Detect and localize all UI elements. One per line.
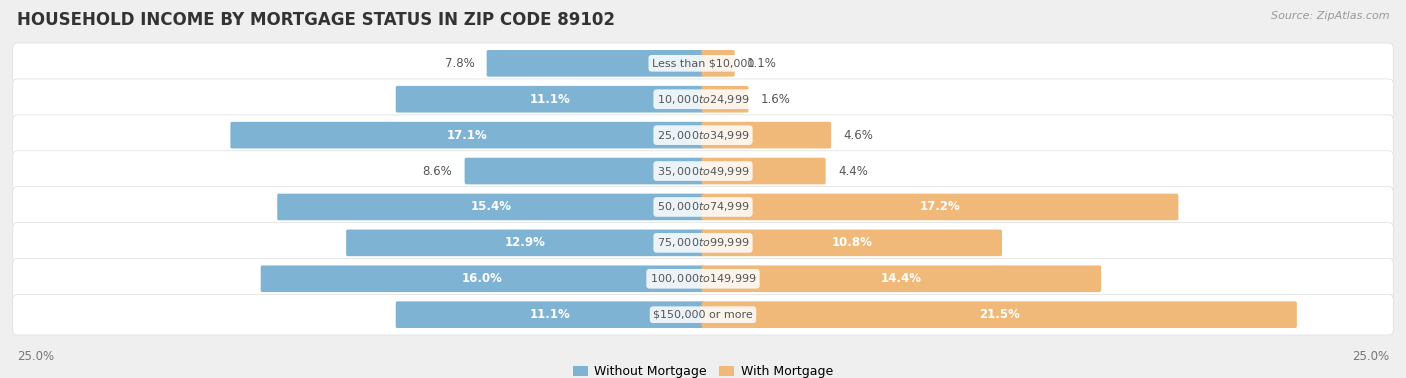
Text: $150,000 or more: $150,000 or more <box>654 310 752 320</box>
FancyBboxPatch shape <box>702 194 1178 220</box>
Text: $10,000 to $24,999: $10,000 to $24,999 <box>657 93 749 106</box>
FancyBboxPatch shape <box>346 229 704 256</box>
Legend: Without Mortgage, With Mortgage: Without Mortgage, With Mortgage <box>574 365 832 378</box>
FancyBboxPatch shape <box>395 301 704 328</box>
FancyBboxPatch shape <box>13 187 1393 227</box>
FancyBboxPatch shape <box>13 43 1393 84</box>
FancyBboxPatch shape <box>395 86 704 113</box>
Text: 17.1%: 17.1% <box>447 129 488 142</box>
FancyBboxPatch shape <box>702 229 1002 256</box>
Text: 12.9%: 12.9% <box>505 236 546 249</box>
Text: 15.4%: 15.4% <box>470 200 512 214</box>
FancyBboxPatch shape <box>13 294 1393 335</box>
Text: 1.1%: 1.1% <box>747 57 778 70</box>
Text: 25.0%: 25.0% <box>17 350 53 363</box>
Text: Source: ZipAtlas.com: Source: ZipAtlas.com <box>1271 11 1389 21</box>
Text: 25.0%: 25.0% <box>1353 350 1389 363</box>
Text: 16.0%: 16.0% <box>463 272 503 285</box>
FancyBboxPatch shape <box>13 115 1393 155</box>
FancyBboxPatch shape <box>702 265 1101 292</box>
FancyBboxPatch shape <box>464 158 704 184</box>
FancyBboxPatch shape <box>13 259 1393 299</box>
FancyBboxPatch shape <box>13 223 1393 263</box>
Text: 1.6%: 1.6% <box>761 93 790 106</box>
FancyBboxPatch shape <box>277 194 704 220</box>
Text: 11.1%: 11.1% <box>530 93 571 106</box>
FancyBboxPatch shape <box>702 122 831 149</box>
Text: 21.5%: 21.5% <box>979 308 1019 321</box>
Text: $100,000 to $149,999: $100,000 to $149,999 <box>650 272 756 285</box>
FancyBboxPatch shape <box>13 79 1393 119</box>
Text: 4.4%: 4.4% <box>838 164 868 178</box>
Text: 7.8%: 7.8% <box>444 57 474 70</box>
Text: 14.4%: 14.4% <box>882 272 922 285</box>
Text: Less than $10,000: Less than $10,000 <box>652 58 754 68</box>
Text: 10.8%: 10.8% <box>831 236 872 249</box>
Text: 11.1%: 11.1% <box>530 308 571 321</box>
Text: $50,000 to $74,999: $50,000 to $74,999 <box>657 200 749 214</box>
Text: 4.6%: 4.6% <box>844 129 873 142</box>
Text: 8.6%: 8.6% <box>422 164 453 178</box>
Text: 17.2%: 17.2% <box>920 200 960 214</box>
Text: $35,000 to $49,999: $35,000 to $49,999 <box>657 164 749 178</box>
FancyBboxPatch shape <box>702 158 825 184</box>
Text: $25,000 to $34,999: $25,000 to $34,999 <box>657 129 749 142</box>
FancyBboxPatch shape <box>486 50 704 77</box>
FancyBboxPatch shape <box>231 122 704 149</box>
FancyBboxPatch shape <box>702 301 1296 328</box>
Text: $75,000 to $99,999: $75,000 to $99,999 <box>657 236 749 249</box>
FancyBboxPatch shape <box>13 151 1393 191</box>
FancyBboxPatch shape <box>702 86 748 113</box>
FancyBboxPatch shape <box>702 50 735 77</box>
FancyBboxPatch shape <box>260 265 704 292</box>
Text: HOUSEHOLD INCOME BY MORTGAGE STATUS IN ZIP CODE 89102: HOUSEHOLD INCOME BY MORTGAGE STATUS IN Z… <box>17 11 614 29</box>
